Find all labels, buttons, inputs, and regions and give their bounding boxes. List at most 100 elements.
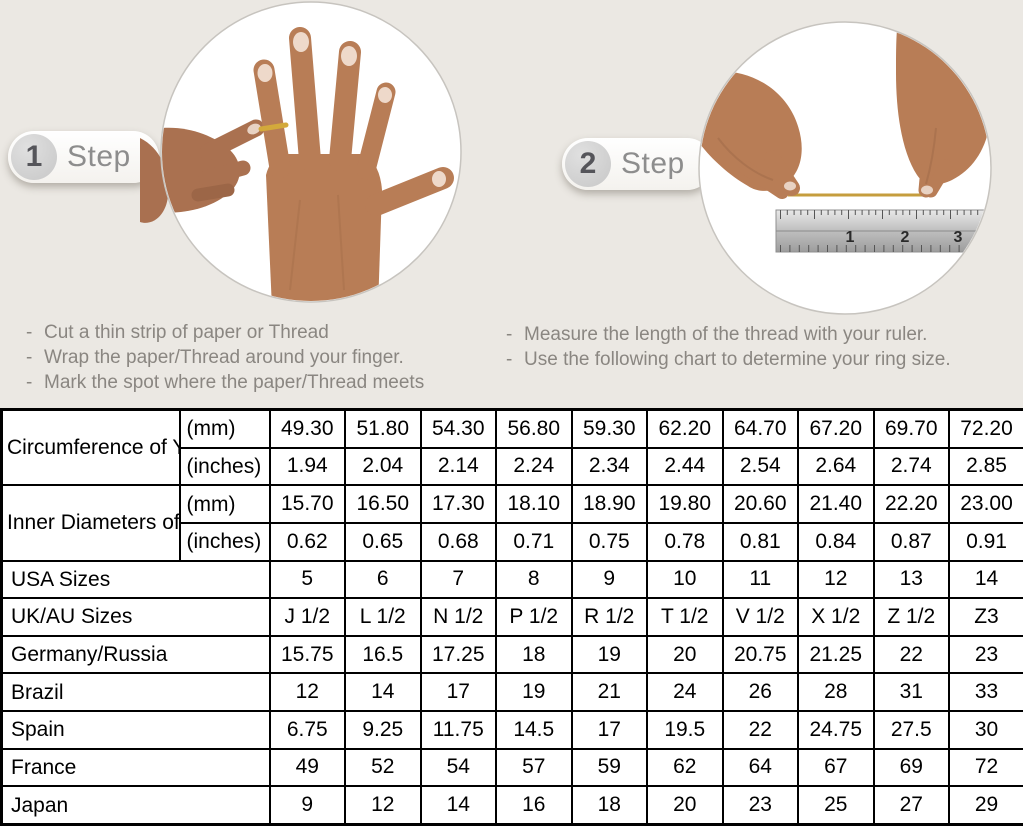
size-cell: 25 bbox=[797, 785, 875, 826]
size-chart-body: Circumference of Your Finger(mm)49.3051.… bbox=[0, 408, 1023, 826]
size-cell: 16 bbox=[495, 785, 573, 826]
size-chart-row: France 49 52 54 57 59 62 64 67 69 72 bbox=[0, 747, 1023, 788]
size-cell: 51.80 bbox=[344, 408, 422, 449]
size-cell: 14.5 bbox=[495, 710, 573, 750]
size-cell: 67.20 bbox=[797, 408, 875, 449]
size-cell: 31 bbox=[872, 672, 950, 713]
row-label: Japan bbox=[0, 785, 271, 826]
size-cell: 15.70 bbox=[268, 484, 346, 524]
size-cell: 24.75 bbox=[797, 710, 875, 750]
row-label: Spain bbox=[0, 710, 271, 750]
size-cell: 21.40 bbox=[797, 484, 875, 524]
size-chart-row: Brazil 12 14 17 19 21 24 26 28 31 33 bbox=[0, 672, 1023, 713]
step2-photo: 1 2 3 bbox=[688, 18, 1002, 323]
size-cell: 19 bbox=[495, 672, 573, 713]
size-cell: 30 bbox=[948, 710, 1023, 750]
size-cell: Z 1/2 bbox=[872, 597, 950, 637]
size-cell: 52 bbox=[344, 747, 422, 788]
size-cell: 10 bbox=[646, 559, 724, 600]
size-cell: 62 bbox=[646, 747, 724, 788]
size-cell: 19.5 bbox=[646, 710, 724, 750]
unit-label: (inches) bbox=[178, 446, 271, 487]
gold-thread-ring bbox=[258, 122, 289, 132]
size-cell: 18 bbox=[495, 634, 573, 675]
bullet-dash: - bbox=[26, 347, 33, 368]
size-cell: 72 bbox=[948, 747, 1023, 788]
size-cell: 12 bbox=[344, 785, 422, 826]
size-cell: V 1/2 bbox=[721, 597, 799, 637]
size-cell: 12 bbox=[797, 559, 875, 600]
size-cell: 20 bbox=[646, 634, 724, 675]
size-cell: L 1/2 bbox=[344, 597, 422, 637]
size-cell: 17 bbox=[570, 710, 648, 750]
instruction-text: Cut a thin strip of paper or Thread bbox=[44, 322, 329, 343]
step2-number: 2 bbox=[565, 141, 611, 187]
size-cell: 20 bbox=[646, 785, 724, 826]
size-cell: N 1/2 bbox=[419, 597, 497, 637]
size-cell: X 1/2 bbox=[797, 597, 875, 637]
size-cell: 26 bbox=[721, 672, 799, 713]
size-cell: 49.30 bbox=[268, 408, 346, 449]
size-cell: 23.00 bbox=[948, 484, 1023, 524]
size-cell: 7 bbox=[419, 559, 497, 600]
size-cell: 27.5 bbox=[872, 710, 950, 750]
unit-label: (inches) bbox=[178, 521, 271, 562]
size-cell: 6.75 bbox=[268, 710, 346, 750]
size-cell: 17.25 bbox=[419, 634, 497, 675]
size-cell: 62.20 bbox=[646, 408, 724, 449]
size-cell: 17 bbox=[419, 672, 497, 713]
step2-instructions: - Measure the length of the thread with … bbox=[506, 322, 1016, 372]
row-label: USA Sizes bbox=[0, 559, 271, 600]
size-cell: 56.80 bbox=[495, 408, 573, 449]
size-cell: 0.71 bbox=[495, 521, 573, 562]
size-cell: 9 bbox=[570, 559, 648, 600]
step1-badge: 1 Step bbox=[8, 131, 159, 183]
instruction-text: Measure the length of the thread with yo… bbox=[524, 324, 928, 345]
size-cell: 0.62 bbox=[268, 521, 346, 562]
bullet-dash: - bbox=[26, 372, 33, 393]
size-cell: 23 bbox=[721, 785, 799, 826]
row-group-label: Circumference of Your Finger bbox=[0, 408, 181, 487]
size-cell: 69 bbox=[872, 747, 950, 788]
size-cell: 20.75 bbox=[721, 634, 799, 675]
size-cell: 16.5 bbox=[344, 634, 422, 675]
row-label: France bbox=[0, 747, 271, 788]
unit-label: (mm) bbox=[178, 408, 271, 449]
size-cell: 2.24 bbox=[495, 446, 573, 487]
size-cell: 0.81 bbox=[721, 521, 799, 562]
size-cell: 0.65 bbox=[344, 521, 422, 562]
size-cell: 23 bbox=[948, 634, 1023, 675]
size-cell: 69.70 bbox=[872, 408, 950, 449]
size-cell: 64 bbox=[721, 747, 799, 788]
size-cell: T 1/2 bbox=[646, 597, 724, 637]
instruction-item: - Wrap the paper/Thread around your fing… bbox=[26, 345, 496, 370]
size-cell: 59 bbox=[570, 747, 648, 788]
size-cell: 18.90 bbox=[570, 484, 648, 524]
size-cell: 2.34 bbox=[570, 446, 648, 487]
size-cell: 57 bbox=[495, 747, 573, 788]
size-cell: 54 bbox=[419, 747, 497, 788]
size-cell: 2.44 bbox=[646, 446, 724, 487]
size-cell: 27 bbox=[872, 785, 950, 826]
size-cell: 9 bbox=[268, 785, 346, 826]
size-chart-row: USA Sizes 5 6 7 8 9 10 11 12 13 14 bbox=[0, 559, 1023, 600]
size-cell: Z3 bbox=[948, 597, 1023, 637]
size-chart-row: (inches) 0.62 0.65 0.68 0.71 0.75 0.78 0.81 0.84… bbox=[2, 521, 1023, 562]
hand-with-ring-illustration bbox=[140, 1, 462, 303]
bullet-dash: - bbox=[26, 322, 33, 343]
size-cell: 11.75 bbox=[419, 710, 497, 750]
ruler-number: 1 bbox=[846, 229, 855, 246]
size-cell: 21 bbox=[570, 672, 648, 713]
instruction-text: Use the following chart to determine you… bbox=[524, 349, 951, 370]
size-cell: 21.25 bbox=[797, 634, 875, 675]
size-cell: 2.74 bbox=[872, 446, 950, 487]
size-cell: 11 bbox=[721, 559, 799, 600]
size-cell: 2.64 bbox=[797, 446, 875, 487]
size-cell: 22 bbox=[872, 634, 950, 675]
size-cell: 12 bbox=[268, 672, 346, 713]
instruction-item: - Cut a thin strip of paper or Thread bbox=[26, 320, 496, 345]
size-cell: 2.54 bbox=[721, 446, 799, 487]
instruction-text: Mark the spot where the paper/Thread mee… bbox=[44, 372, 425, 393]
size-cell: 67 bbox=[797, 747, 875, 788]
